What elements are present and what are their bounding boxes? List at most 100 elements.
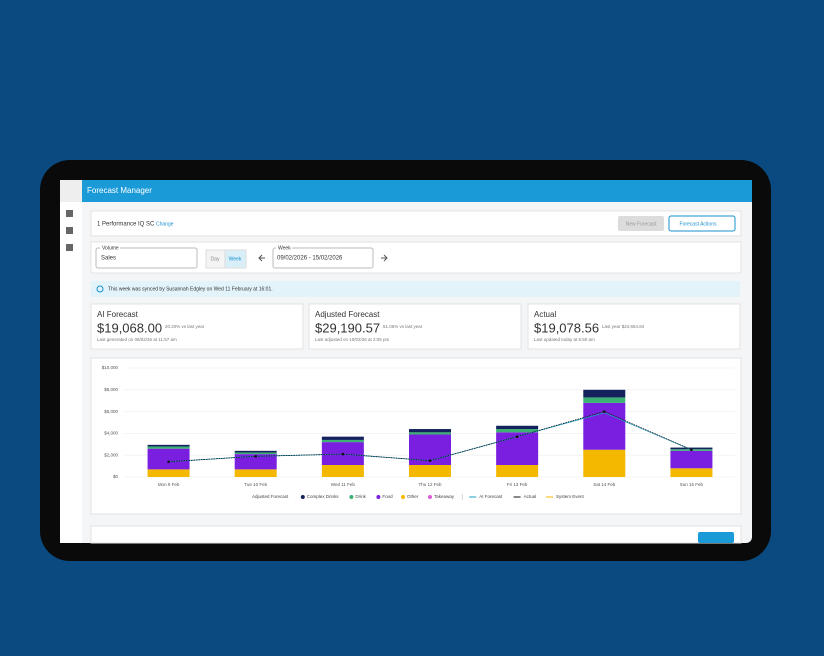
card-note: Last updated today at 6:50 am [534, 337, 595, 342]
bar-segment [670, 450, 713, 469]
y-tick-label: $6,000 [104, 409, 118, 414]
volume-value: Sales [101, 256, 116, 262]
card-title: Adjusted Forecast [315, 310, 380, 319]
week-select[interactable] [272, 247, 374, 269]
card-note: Last adjusted on 10/02/26 at 2:05 pm [315, 337, 390, 342]
bar-segment [321, 439, 364, 443]
bar-segment [147, 444, 190, 447]
bar-segment [496, 425, 539, 430]
card-note: Last generated on 06/02/26 at 11:57 am [97, 337, 177, 342]
summary-card [90, 303, 304, 350]
x-tick-label: Wed 11 Feb [331, 482, 356, 487]
bar-segment [147, 448, 190, 470]
header-bar [60, 180, 752, 202]
bar-segment [496, 429, 539, 433]
legend-swatch [349, 495, 354, 499]
card-change: Last year $24,654.84 [602, 324, 645, 329]
legend-label: Other [407, 494, 419, 499]
filter-card [90, 241, 742, 274]
x-tick-label: Sun 15 Feb [680, 482, 704, 487]
y-tick-label: $0 [113, 474, 119, 479]
sidebar [60, 202, 82, 543]
day-label: Day [211, 256, 220, 262]
bar-segment [583, 389, 626, 398]
legend-label: System Event [556, 494, 585, 499]
legend-swatch [376, 495, 381, 499]
legend-swatch [401, 495, 405, 499]
legend-swatch [428, 495, 432, 499]
nav-icon[interactable] [66, 210, 73, 217]
week-toggle-label: Week [229, 256, 242, 262]
card-value: $19,078.56 [534, 320, 599, 335]
bar-segment [670, 447, 713, 450]
line-series [168, 411, 692, 463]
line-point [428, 459, 432, 462]
bar-segment [234, 450, 277, 453]
next-week[interactable] [381, 254, 388, 262]
x-tick-label: Fri 13 Feb [507, 482, 528, 487]
prev-week[interactable] [258, 254, 265, 262]
line-point [515, 435, 519, 438]
forecast-actions-button[interactable] [668, 215, 736, 232]
y-tick-label: $4,000 [104, 431, 118, 436]
summary-card [527, 303, 741, 350]
y-tick-label: $2,000 [104, 452, 118, 457]
lower-card [90, 525, 742, 544]
card-change: 51.05% vs last year [383, 324, 423, 329]
line-point [341, 452, 345, 456]
logo[interactable] [60, 180, 82, 202]
change-link[interactable]: Change [156, 221, 174, 227]
summary-cards: AI Forecast$19,068.00 20.20% vs last year… [90, 303, 741, 350]
volume-select[interactable] [95, 247, 198, 269]
field-label-bg [100, 245, 120, 251]
forecast-actions-label: Forecast Actions [680, 221, 717, 227]
legend-label: Actual [524, 494, 537, 499]
x-tick-label: Tue 10 Feb [244, 482, 267, 487]
header-title: Forecast Manager [87, 186, 152, 195]
store-name: 1 Performance IQ SC [97, 222, 155, 228]
info-icon [96, 285, 104, 293]
legend-label: Complex Drinks [307, 494, 340, 499]
lower-button[interactable] [698, 532, 734, 543]
week-label: Week [278, 245, 291, 251]
x-tick-label: Thu 12 Feb [418, 482, 442, 487]
notice-bar [91, 281, 740, 297]
card-title: Actual [534, 310, 556, 319]
x-tick-label: Mon 9 Feb [158, 482, 180, 487]
week-value: 09/02/2026 - 15/02/2026 [277, 256, 343, 262]
week-toggle[interactable] [224, 249, 247, 269]
nav-icon[interactable] [66, 227, 73, 234]
volume-label: Volume [102, 245, 119, 251]
bar-segment [234, 454, 277, 470]
card-title: AI Forecast [97, 310, 139, 319]
card-value: $19,068.00 [97, 320, 162, 335]
bar-segment [409, 465, 451, 477]
new-forecast-button[interactable] [618, 216, 664, 231]
bar-segment [234, 469, 277, 477]
legend-label: Drink [355, 494, 366, 499]
bar-segment [583, 449, 626, 477]
line-point [254, 454, 258, 458]
legend-label: Food [382, 494, 393, 499]
bar-segment [147, 446, 190, 449]
bar-segment [234, 452, 277, 455]
field-label-bg [276, 245, 292, 251]
notice-text: This week was synced by Susannah Edgley … [108, 286, 273, 292]
card-value: $29,190.57 [315, 320, 380, 335]
nav-icon[interactable] [66, 244, 73, 251]
chart: $0 $2,000 $4,000 $6,000 $8,000 $10,000 Mon 9 F… [102, 365, 735, 500]
y-tick-label: $10,000 [102, 365, 119, 370]
legend-label: AI Forecast [479, 494, 503, 499]
x-tick-label: Sat 14 Feb [593, 482, 616, 487]
bar-segment [670, 468, 713, 477]
bar-segment [496, 465, 539, 477]
bar-segment [583, 402, 626, 450]
bar-segment [409, 429, 451, 433]
bar-segment [321, 436, 364, 440]
card-change: 20.20% vs last year [165, 324, 205, 329]
bar-segment [583, 397, 626, 403]
legend-swatch [300, 495, 305, 499]
legend-title: Adjusted Forecast [252, 494, 289, 499]
